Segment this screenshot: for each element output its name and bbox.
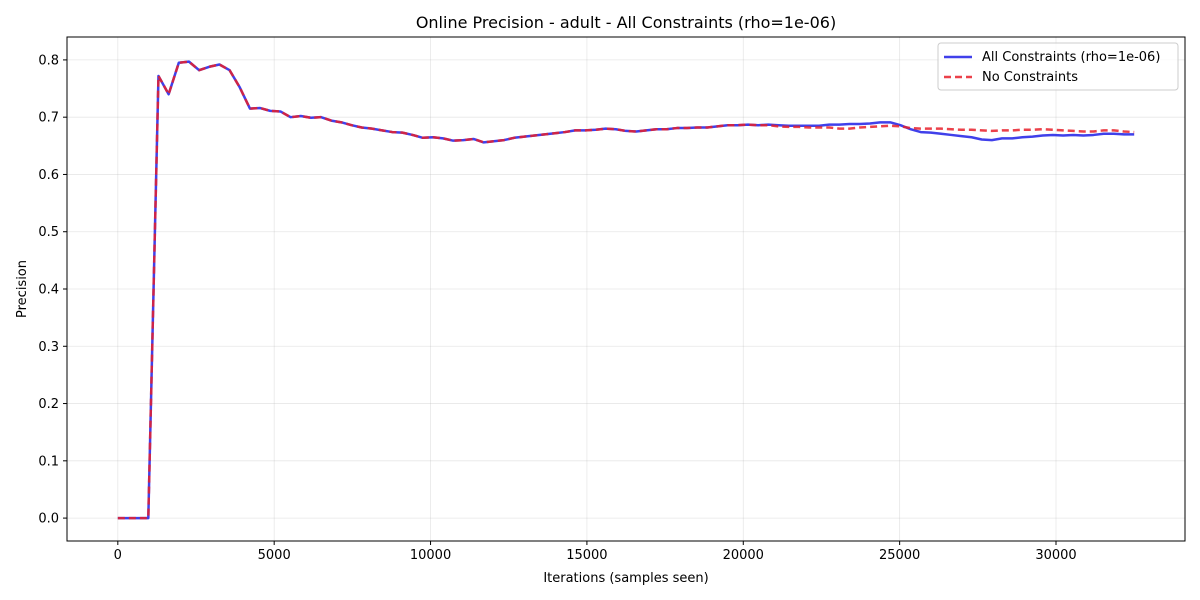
x-tick-label: 20000: [723, 548, 764, 563]
legend-label-no-constraints: No Constraints: [982, 70, 1078, 85]
legend: All Constraints (rho=1e-06) No Constrain…: [937, 42, 1179, 91]
grid: [67, 37, 1185, 541]
series-line-no-constraints: [117, 60, 1135, 520]
x-tick-label: 25000: [879, 548, 920, 563]
y-tick-label: 0.4: [38, 283, 59, 298]
y-tick-label: 0.3: [38, 340, 59, 355]
x-tick-label: 0: [114, 548, 122, 563]
x-tick-label: 30000: [1035, 548, 1076, 563]
y-tick-label: 0.7: [38, 111, 59, 126]
legend-box: [937, 42, 1179, 91]
y-tick-label: 0.2: [38, 397, 59, 412]
series-lines: [117, 60, 1135, 520]
y-tick-label: 0.8: [38, 53, 59, 68]
y-tick-label: 0.1: [38, 454, 59, 469]
legend-label-all-constraints: All Constraints (rho=1e-06): [982, 50, 1160, 65]
x-axis-label: Iterations (samples seen): [543, 571, 708, 586]
y-axis-label: Precision: [15, 260, 30, 318]
x-tick-label: 15000: [566, 548, 607, 563]
y-tick-label: 0.5: [38, 225, 59, 240]
y-tick-label: 0.0: [38, 512, 59, 527]
axis-ticks: 0 5000 10000 15000 20000 25000 30000 0.0 0.1 0.2 0…: [38, 53, 1076, 563]
y-tick-label: 0.6: [38, 168, 59, 183]
x-tick-label: 10000: [410, 548, 451, 563]
chart-title: Online Precision - adult - All Constrain…: [416, 13, 836, 32]
x-tick-label: 5000: [258, 548, 291, 563]
